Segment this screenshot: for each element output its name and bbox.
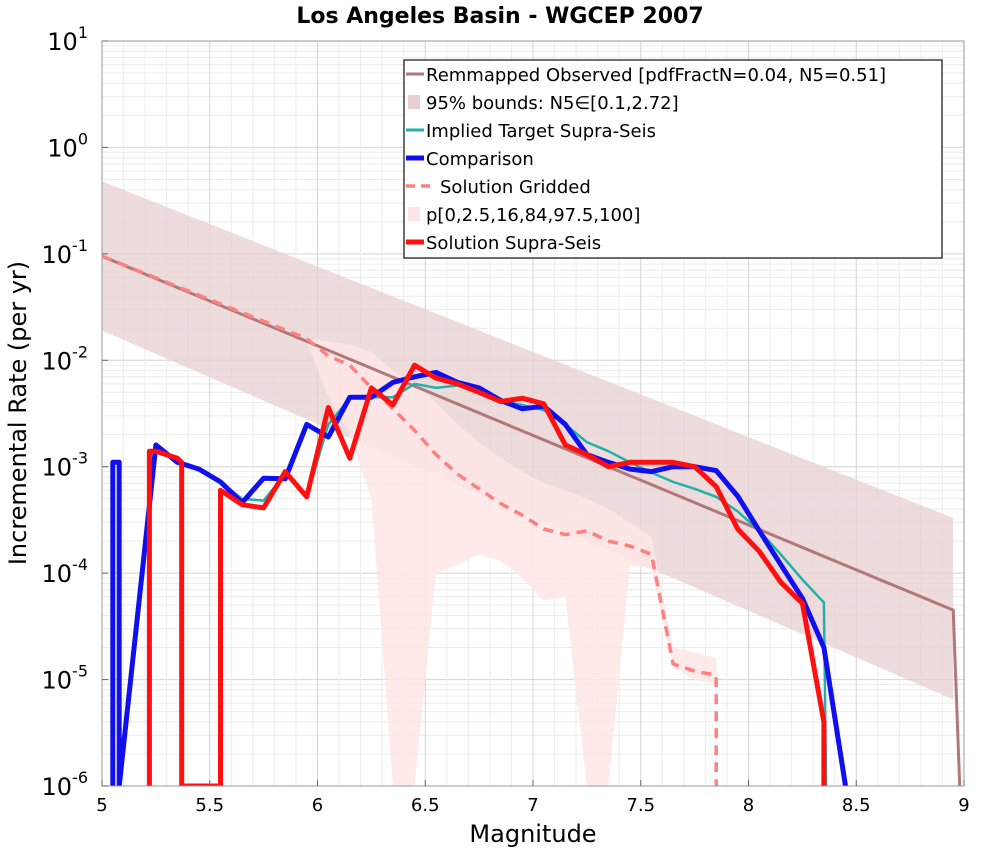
x-tick-label: 8 [743,795,754,816]
legend-label: p[0,2.5,16,84,97.5,100] [426,205,640,226]
x-tick-label: 6.5 [411,795,440,816]
series-5-band [306,338,717,786]
legend-box [403,59,943,259]
y-axis-ticks: 10-6 10-5 10-4 10-3 10-2 10-1 100 101 [42,23,108,801]
chart-title: Los Angeles Basin - WGCEP 2007 [296,4,703,29]
x-tick-label: 7 [527,795,538,816]
legend-item: p[0,2.5,16,84,97.5,100] [408,205,640,226]
series-lines [102,254,962,786]
legend-label: Solution Supra-Seis [426,233,601,254]
legend-item: Solution Gridded [406,177,591,198]
legend-label: Solution Gridded [440,177,591,198]
x-tick-label: 9 [958,795,969,816]
series-6-line [146,362,827,786]
x-tick-label: 8.5 [842,795,871,816]
y-tick-label: 10-5 [42,662,89,695]
legend-label: Implied Target Supra-Seis [426,121,656,142]
x-tick-label: 6 [312,795,323,816]
x-tick-label: 7.5 [626,795,655,816]
y-tick-label: 10-3 [42,449,89,482]
x-axis-ticks: 5 5.5 6 6.5 7 7.5 8 8.5 9 [96,780,970,816]
x-tick-label: 5 [96,795,107,816]
legend-item: Solution Supra-Seis [406,233,601,254]
legend-item: 95% bounds: N5∈[0.1,2.72] [408,93,679,114]
y-tick-label: 101 [47,23,88,56]
y-tick-label: 10-4 [42,555,89,588]
legend: Remmapped Observed [pdfFractN=0.04, N5=0… [403,59,943,259]
bands [102,181,954,786]
x-tick-label: 5.5 [195,795,224,816]
legend-label: Comparison [426,149,534,170]
y-tick-label: 10-1 [42,236,89,269]
series-1-band [102,181,954,700]
y-axis-label: Incremental Rate (per yr) [4,261,32,565]
y-tick-label: 10-2 [42,342,89,375]
legend-swatch [408,207,420,221]
legend-label: Remmapped Observed [pdfFractN=0.04, N5=0… [426,65,886,86]
legend-item: Remmapped Observed [pdfFractN=0.04, N5=0… [406,65,886,86]
x-axis-label: Magnitude [469,820,596,848]
series-0-line [102,254,962,786]
y-tick-label: 100 [47,129,88,162]
legend-item: Comparison [406,149,534,170]
y-tick-label: 10-6 [42,768,89,801]
legend-swatch [408,95,420,109]
legend-label: 95% bounds: N5∈[0.1,2.72] [426,93,679,114]
legend-item: Implied Target Supra-Seis [406,121,656,142]
